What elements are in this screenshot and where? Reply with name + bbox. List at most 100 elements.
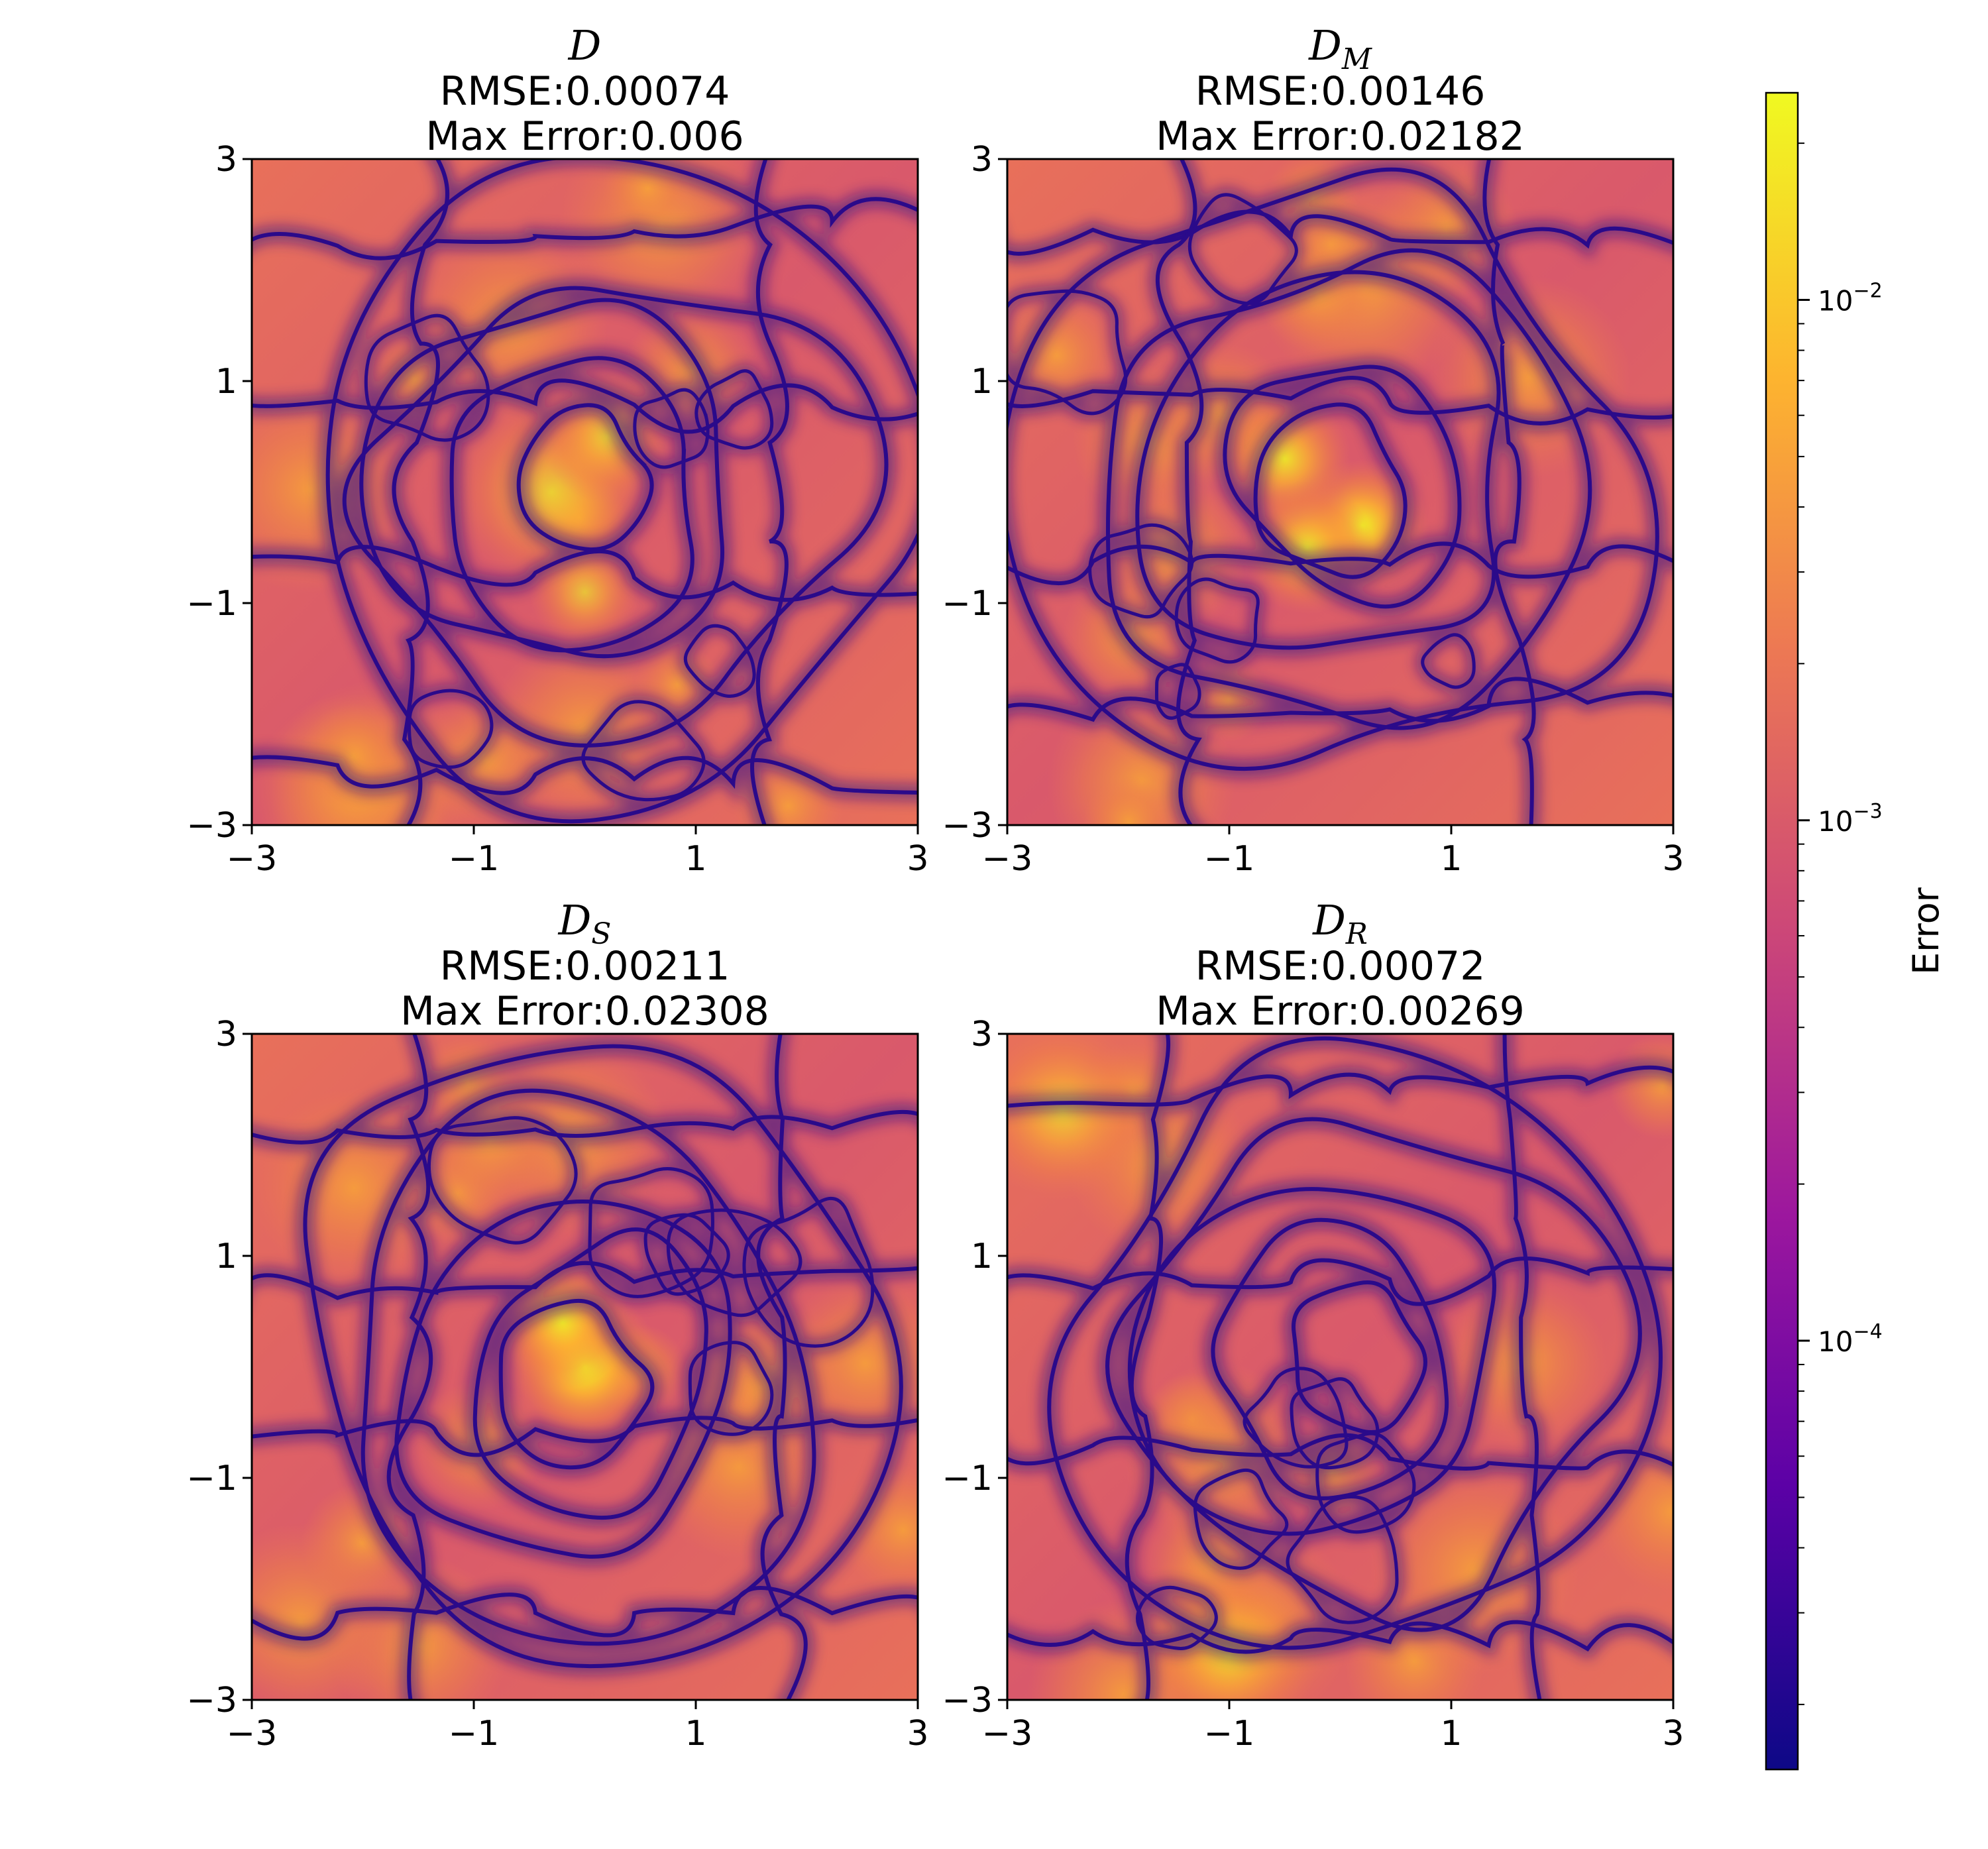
- contour-blob: [1088, 523, 1194, 619]
- contour-line: [252, 1416, 918, 1457]
- contour-lines: [1007, 159, 1673, 825]
- x-tick-label: 1: [1440, 1714, 1462, 1754]
- contour-blob: [1193, 1468, 1289, 1570]
- y-tick-label: 1: [971, 1237, 993, 1276]
- rmse-label: RMSE:0.00074: [440, 68, 730, 115]
- contour-blob: [666, 1208, 802, 1317]
- colorbar-tick-label: 10−4: [1818, 1320, 1883, 1358]
- x-tick-label: 3: [907, 839, 928, 879]
- contour-blob: [581, 700, 706, 802]
- warm-region: [602, 159, 693, 234]
- x-tick-label: −1: [1204, 1714, 1255, 1754]
- contour-line: [1007, 1257, 1673, 1306]
- heatmap-field: [1007, 159, 1673, 825]
- contour-ring: [1292, 1280, 1427, 1435]
- y-tick-label: 1: [215, 362, 237, 402]
- axes-frame: [1006, 1033, 1675, 1701]
- x-tick-label: −3: [227, 1714, 278, 1754]
- contour-blob: [588, 1167, 714, 1298]
- x-tick-label: −1: [1204, 839, 1255, 879]
- contour-line: [1007, 1433, 1673, 1471]
- contour-ring: [1047, 1036, 1663, 1650]
- colorbar-ticks: 10−2 10−3 10−4: [1798, 142, 1883, 1705]
- x-tick-label: 1: [1440, 839, 1462, 879]
- max-error-label: Max Error:0.02182: [1156, 113, 1525, 160]
- contour-line: [252, 545, 918, 602]
- contour-line: [1125, 1034, 1171, 1700]
- contour-blob: [1242, 1367, 1349, 1469]
- contour-line: [252, 1261, 918, 1300]
- contour-blob: [408, 689, 494, 769]
- rmse-label: RMSE:0.00146: [1195, 68, 1486, 115]
- contour-blob: [1154, 663, 1201, 720]
- contour-line: [392, 159, 450, 825]
- y-tick-label: 3: [215, 140, 237, 180]
- panel-title-symbol: D: [568, 21, 602, 70]
- contour-line: [1007, 209, 1673, 256]
- y-tick-label: −1: [186, 584, 237, 624]
- panel-title-symbol: DR: [1312, 896, 1368, 951]
- y-tick-label: −1: [942, 1459, 993, 1498]
- contour-blob: [1187, 193, 1298, 306]
- contour-blob: [1174, 577, 1260, 664]
- contour-ring: [325, 159, 918, 824]
- y-tick-label: −1: [186, 1459, 237, 1498]
- contour-ring: [1105, 1117, 1642, 1632]
- contour-ring: [449, 356, 694, 653]
- y-tick-label: −3: [186, 806, 237, 846]
- contour-line: [1007, 541, 1673, 586]
- contour-line: [1007, 677, 1673, 723]
- panel-title-symbol: DS: [558, 896, 612, 951]
- colorbar-tick-label: 10−3: [1818, 800, 1883, 838]
- axes-frame: [250, 158, 919, 826]
- heatmap-field: [1007, 1034, 1673, 1700]
- contour-line: [252, 1586, 918, 1641]
- x-tick-label: −1: [449, 839, 500, 879]
- contour-ring: [342, 286, 889, 748]
- y-tick-label: 1: [971, 362, 993, 402]
- contour-lines: [1007, 1034, 1673, 1700]
- contour-ring: [303, 1044, 903, 1669]
- contour-line: [1502, 1034, 1542, 1700]
- contour-ring: [1106, 248, 1592, 730]
- x-tick-label: −3: [982, 839, 1033, 879]
- contour-line: [252, 197, 918, 260]
- contour-ring: [394, 1200, 732, 1559]
- y-tick-label: −3: [186, 1681, 237, 1720]
- contour-blob: [1290, 1377, 1380, 1470]
- colorbar-tick-label: 10−2: [1818, 279, 1883, 317]
- x-tick-label: 3: [907, 1714, 928, 1754]
- contour-line: [750, 159, 789, 825]
- contour-blob: [1421, 633, 1476, 689]
- contour-lines: [252, 1034, 918, 1700]
- x-tick-label: 3: [1662, 1714, 1684, 1754]
- contour-blob: [1286, 1495, 1399, 1624]
- contour-ring: [360, 1088, 816, 1646]
- contour-line: [1155, 159, 1204, 825]
- contour-line: [252, 755, 918, 795]
- contour-ring: [1127, 1187, 1496, 1536]
- colorbar-label: Error: [1905, 887, 1947, 974]
- warm-region: [1592, 1431, 1673, 1592]
- contour-blob: [1315, 1431, 1416, 1534]
- contour-blob: [694, 369, 774, 450]
- contour-ring: [498, 1298, 655, 1470]
- max-error-label: Max Error:0.006: [425, 113, 744, 160]
- warm-region: [838, 1465, 918, 1596]
- x-tick-label: −3: [227, 839, 278, 879]
- warm-region: [252, 1522, 400, 1700]
- max-error-label: Max Error:0.00269: [1156, 988, 1525, 1035]
- rmse-label: RMSE:0.00072: [1195, 943, 1486, 989]
- contour-line: [1007, 1620, 1673, 1654]
- x-tick-label: 3: [1662, 839, 1684, 879]
- contour-blob: [427, 1116, 578, 1245]
- contour-line: [252, 378, 918, 434]
- contour-line: [386, 1034, 433, 1700]
- contour-line: [1007, 376, 1673, 425]
- contour-line: [756, 1034, 808, 1700]
